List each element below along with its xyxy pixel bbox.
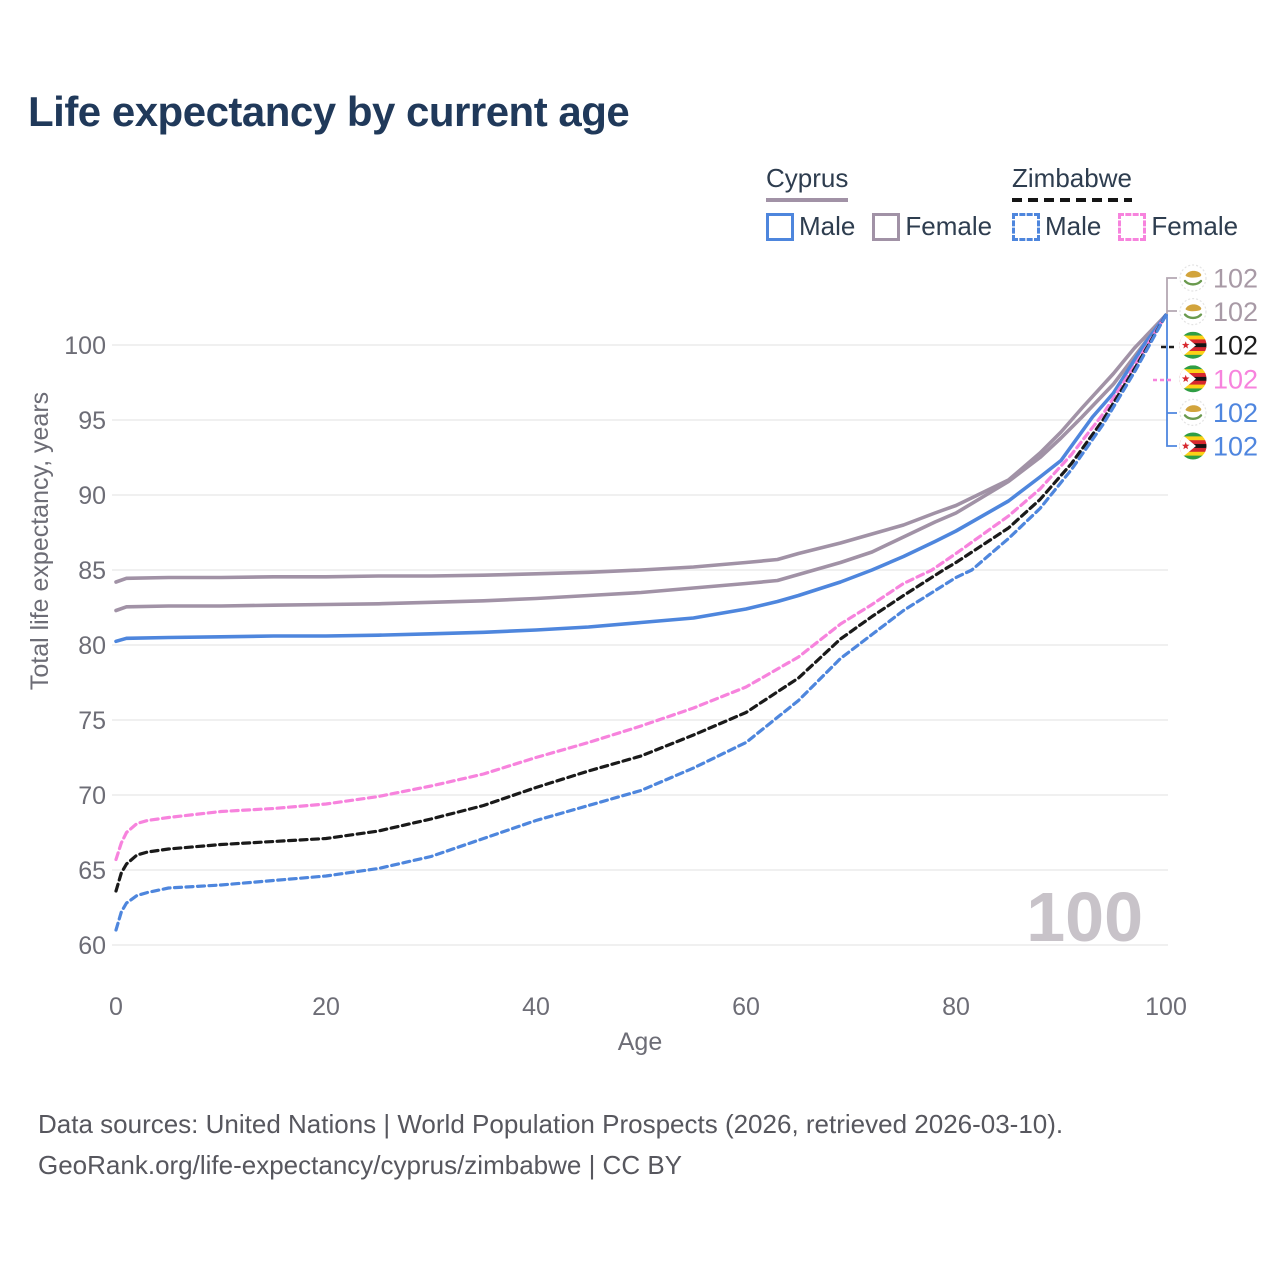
y-tick-label: 60 — [78, 932, 106, 960]
x-axis-title: Age — [618, 1028, 662, 1056]
series-line-zimbabwe-female — [114, 313, 1168, 862]
x-tick-label: 60 — [732, 993, 760, 1021]
cyprus-flag-icon — [1179, 298, 1207, 326]
series-line-zimbabwe-male — [114, 313, 1168, 932]
source-url-line: GeoRank.org/life-expectancy/cyprus/zimba… — [38, 1150, 683, 1180]
y-tick-label: 85 — [78, 557, 106, 585]
legend-toggle-zimbabwe-male[interactable]: Male — [1012, 211, 1101, 242]
y-tick-label: 70 — [78, 782, 106, 810]
x-tick-label: 0 — [109, 993, 123, 1021]
legend-label-cyprus-female: Female — [905, 211, 993, 241]
cyprus-flag-icon — [1179, 398, 1207, 426]
legend-group-zimbabwe: Zimbabwe Male Female — [1012, 163, 1238, 242]
legend-toggle-cyprus-male[interactable]: Male — [766, 211, 855, 242]
series-line-zimbabwe-both — [114, 313, 1168, 893]
legend-toggle-zimbabwe-female[interactable]: Female — [1118, 211, 1238, 242]
page-title: Life expectancy by current age — [28, 88, 630, 135]
legend-country-cyprus-label: Cyprus — [766, 163, 849, 193]
legend-country-zimbabwe-label: Zimbabwe — [1012, 163, 1132, 193]
legend-country-cyprus[interactable]: Cyprus — [766, 163, 849, 202]
cyprus-line-sample — [766, 198, 849, 202]
y-tick-label: 100 — [64, 332, 106, 360]
checkbox-cyprus-female[interactable] — [872, 212, 901, 241]
legend: Cyprus Male Female Zimbabwe — [0, 0, 1280, 250]
end-value-label: 102 — [1213, 264, 1258, 294]
leader-line-gray — [1166, 277, 1177, 314]
series-line-cyprus-both — [114, 313, 1168, 613]
y-tick-label: 65 — [78, 857, 106, 885]
zimbabwe-flag-icon — [1179, 432, 1207, 460]
legend-toggle-cyprus-female[interactable]: Female — [872, 211, 992, 242]
y-tick-label: 90 — [78, 482, 106, 510]
cyprus-flag-icon — [1179, 264, 1207, 292]
zimbabwe-flag-icon — [1179, 331, 1207, 359]
zimbabwe-flag-icon — [1179, 365, 1207, 393]
age-watermark: 100 — [1026, 878, 1143, 956]
checkbox-zimbabwe-male[interactable] — [1012, 212, 1040, 241]
checkbox-cyprus-male[interactable] — [766, 212, 794, 241]
y-tick-label: 80 — [78, 632, 106, 660]
end-value-label: 102 — [1213, 398, 1258, 428]
y-tick-label: 75 — [78, 707, 106, 735]
legend-country-zimbabwe[interactable]: Zimbabwe — [1012, 163, 1132, 202]
series-line-cyprus-male — [114, 313, 1168, 644]
x-tick-label: 40 — [522, 993, 550, 1021]
legend-label-zimbabwe-male: Male — [1045, 211, 1102, 241]
zimbabwe-line-sample — [1012, 198, 1132, 202]
data-sources-line: Data sources: United Nations | World Pop… — [38, 1109, 1064, 1139]
leader-line-blue — [1166, 315, 1177, 447]
legend-label-zimbabwe-female: Female — [1151, 211, 1239, 241]
end-value-label: 102 — [1213, 331, 1258, 361]
end-value-label: 102 — [1213, 297, 1258, 327]
y-axis-title: Total life expectancy, years — [26, 392, 54, 690]
end-value-label: 102 — [1213, 432, 1258, 462]
legend-label-cyprus-male: Male — [799, 211, 856, 241]
y-tick-label: 95 — [78, 407, 106, 435]
end-value-label: 102 — [1213, 364, 1258, 394]
attribution-footer: Data sources: United Nations | World Pop… — [38, 1104, 1063, 1186]
legend-group-cyprus: Cyprus Male Female — [766, 163, 992, 242]
checkbox-zimbabwe-female[interactable] — [1118, 212, 1147, 241]
x-tick-label: 100 — [1145, 993, 1187, 1021]
x-tick-label: 80 — [942, 993, 970, 1021]
x-tick-label: 20 — [312, 993, 340, 1021]
series-line-cyprus-female — [114, 313, 1168, 584]
